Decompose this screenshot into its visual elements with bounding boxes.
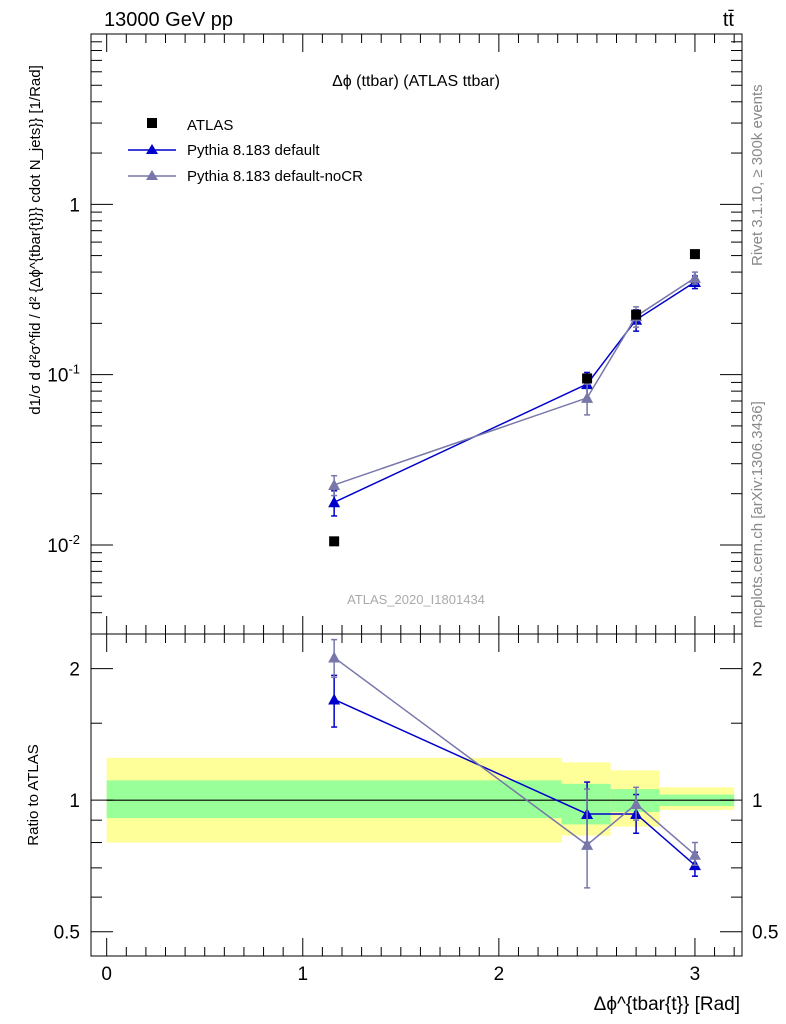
process-label: tt̄: [723, 9, 735, 31]
x-tick-label: 1: [297, 964, 308, 985]
ratio-y-tick-label: 0.5: [54, 923, 80, 944]
plot-title: Δϕ (ttbar) (ATLAS ttbar): [332, 73, 500, 90]
ratio-y-tick-label: 2: [69, 660, 80, 681]
mcplots-label: mcplots.cern.ch [arXiv:1306.3436]: [749, 401, 766, 628]
ratio-y-tick-label: 1: [752, 791, 763, 812]
y-tick-label: 1: [69, 195, 80, 216]
ratio-point: [688, 848, 701, 860]
legend-marker-atlas: [147, 118, 157, 128]
main-panel: 10-2 10-1 1 Δϕ (ttbar) (ATLAS ttbar) ATLAS…: [47, 33, 743, 635]
data-point: [582, 373, 593, 384]
ratio-y-tick-label: 1: [69, 791, 80, 812]
ratio-point: [328, 651, 341, 663]
data-point: [631, 309, 642, 320]
ratio-series-line: [333, 698, 696, 866]
ratio-point: [630, 798, 643, 810]
legend-label-default: Pythia 8.183 default: [187, 142, 320, 159]
ratio-y-tick-label: 0.5: [752, 923, 778, 944]
ratio-point: [328, 693, 341, 705]
legend: ATLAS Pythia 8.183 default Pythia 8.183 …: [128, 117, 363, 185]
ratio-y-tick-label: 2: [752, 660, 763, 681]
ratio-series-line: [333, 656, 696, 856]
ratio-panel: 0 1 2 3 0.5 0.5 1 1 2 2: [54, 633, 778, 985]
data-point: [328, 478, 341, 490]
x-tick-label: 3: [690, 964, 701, 985]
y-tick-label: 10-1: [47, 362, 80, 387]
uncertainty-band-inner: [106, 780, 562, 819]
ratio-frame: [90, 633, 743, 957]
x-tick-label: 0: [101, 964, 112, 985]
ratio-y-axis-label: Ratio to ATLAS: [25, 744, 42, 845]
analysis-watermark: ATLAS_2020_I1801434: [347, 592, 485, 607]
y-tick-label: 10-2: [47, 532, 80, 557]
ratio-point: [581, 838, 594, 850]
energy-label: 13000 GeV pp: [104, 9, 233, 31]
x-tick-label: 2: [494, 964, 505, 985]
legend-marker-default: [146, 144, 158, 154]
data-point: [328, 496, 341, 508]
data-point: [581, 391, 594, 403]
legend-label-atlas: ATLAS: [187, 117, 233, 134]
main-y-axis-label: d1/σ d d²σ^fid / d² {Δϕ^{tbar{t}}} cdot …: [27, 65, 44, 415]
series-line: [333, 281, 696, 503]
data-point: [329, 536, 340, 547]
x-axis-label: Δϕ^{tbar{t}} [Rad]: [594, 994, 740, 1015]
rivet-version-label: Rivet 3.1.10, ≥ 300k events: [749, 84, 766, 266]
data-point: [688, 271, 701, 283]
legend-marker-nocr: [146, 170, 158, 180]
series-line: [333, 277, 696, 486]
data-point: [689, 249, 700, 260]
legend-label-nocr: Pythia 8.183 default-noCR: [187, 168, 363, 185]
